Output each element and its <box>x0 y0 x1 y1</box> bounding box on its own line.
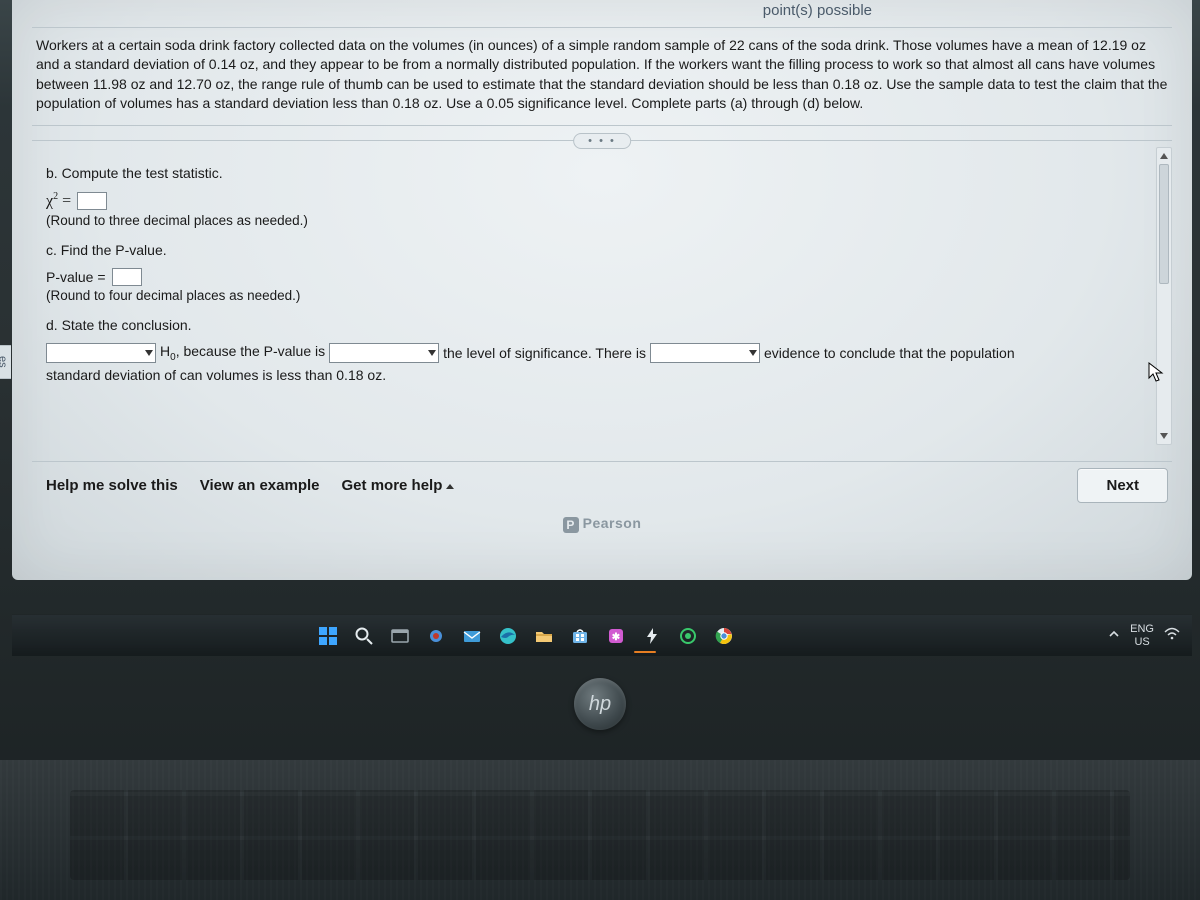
conclusion-text-2: the level of significance. There is <box>443 345 646 361</box>
app-icon[interactable]: ✱ <box>604 624 628 648</box>
scroll-up-button[interactable] <box>1158 150 1170 162</box>
language-indicator[interactable]: ENGUS <box>1130 623 1154 647</box>
chevron-down-icon <box>428 350 436 356</box>
answer-area: b. Compute the test statistic. χ2 = (Rou… <box>32 141 1172 451</box>
conclusion-row: H0, because the P-value is the level of … <box>46 343 1168 363</box>
mouse-cursor-icon <box>1148 362 1164 384</box>
svg-text:✱: ✱ <box>612 632 621 643</box>
conclusion-dropdown-3[interactable] <box>650 343 760 363</box>
scroll-down-button[interactable] <box>1158 430 1170 442</box>
help-footer: Help me solve this View an example Get m… <box>32 461 1172 507</box>
mail-icon[interactable] <box>460 624 484 648</box>
points-possible-label: point(s) possible <box>12 0 1192 21</box>
start-button[interactable] <box>316 624 340 648</box>
pvalue-row: P-value = <box>46 268 1168 286</box>
part-c-hint: (Round to four decimal places as needed.… <box>46 288 1168 303</box>
conclusion-dropdown-1[interactable] <box>46 343 156 363</box>
part-d-label: d. State the conclusion. <box>46 317 1168 333</box>
taskbar-active-underline <box>634 651 656 653</box>
hp-logo-icon: hp <box>574 678 626 730</box>
view-example-link[interactable]: View an example <box>200 477 320 494</box>
windows-taskbar[interactable]: ✱ ENGUS <box>12 614 1192 656</box>
task-view-icon[interactable] <box>388 624 412 648</box>
conclusion-line2: standard deviation of can volumes is les… <box>46 367 1168 383</box>
question-prompt: Workers at a certain soda drink factory … <box>32 27 1172 126</box>
chevron-down-icon <box>1160 433 1168 439</box>
pvalue-input[interactable] <box>112 268 142 286</box>
bolt-icon[interactable] <box>640 624 664 648</box>
part-b-hint: (Round to three decimal places as needed… <box>46 213 1168 228</box>
conclusion-text-1: H0, because the P-value is <box>160 343 325 363</box>
edge-icon[interactable] <box>496 624 520 648</box>
system-tray[interactable]: ENGUS <box>1108 623 1180 647</box>
chevron-up-icon <box>1160 153 1168 159</box>
caret-up-icon <box>446 484 454 489</box>
next-button[interactable]: Next <box>1077 468 1168 503</box>
help-me-solve-link[interactable]: Help me solve this <box>46 477 178 494</box>
pearson-badge-icon: P <box>563 517 579 533</box>
chi-symbol: χ2 = <box>46 191 71 210</box>
widgets-icon[interactable] <box>424 624 448 648</box>
chi-square-input[interactable] <box>77 192 107 210</box>
scrollbar-thumb[interactable] <box>1159 164 1169 284</box>
pvalue-prefix: P-value = <box>46 269 106 285</box>
conclusion-dropdown-2[interactable] <box>329 343 439 363</box>
vertical-scrollbar[interactable] <box>1156 147 1172 445</box>
record-icon[interactable] <box>676 624 700 648</box>
question-text: Workers at a certain soda drink factory … <box>36 36 1168 113</box>
answer-scroll-content: b. Compute the test statistic. χ2 = (Rou… <box>32 141 1172 388</box>
conclusion-text-3: evidence to conclude that the population <box>764 345 1015 361</box>
part-c-label: c. Find the P-value. <box>46 242 1168 258</box>
search-icon[interactable] <box>352 624 376 648</box>
app-window: point(s) possible Workers at a certain s… <box>12 0 1192 580</box>
chrome-icon[interactable] <box>712 624 736 648</box>
file-explorer-icon[interactable] <box>532 624 556 648</box>
chevron-down-icon <box>749 350 757 356</box>
left-collapsed-tab[interactable]: es <box>0 345 11 379</box>
get-more-help-link[interactable]: Get more help <box>342 477 455 494</box>
chevron-down-icon <box>145 350 153 356</box>
chi-square-row: χ2 = <box>46 191 1168 210</box>
store-icon[interactable] <box>568 624 592 648</box>
keyboard-deck <box>0 760 1200 900</box>
brand-footer: PPearson <box>12 515 1192 532</box>
part-b-label: b. Compute the test statistic. <box>46 165 1168 181</box>
brand-label: Pearson <box>583 515 642 531</box>
tray-overflow-icon[interactable] <box>1108 628 1120 643</box>
wifi-icon[interactable] <box>1164 626 1180 645</box>
